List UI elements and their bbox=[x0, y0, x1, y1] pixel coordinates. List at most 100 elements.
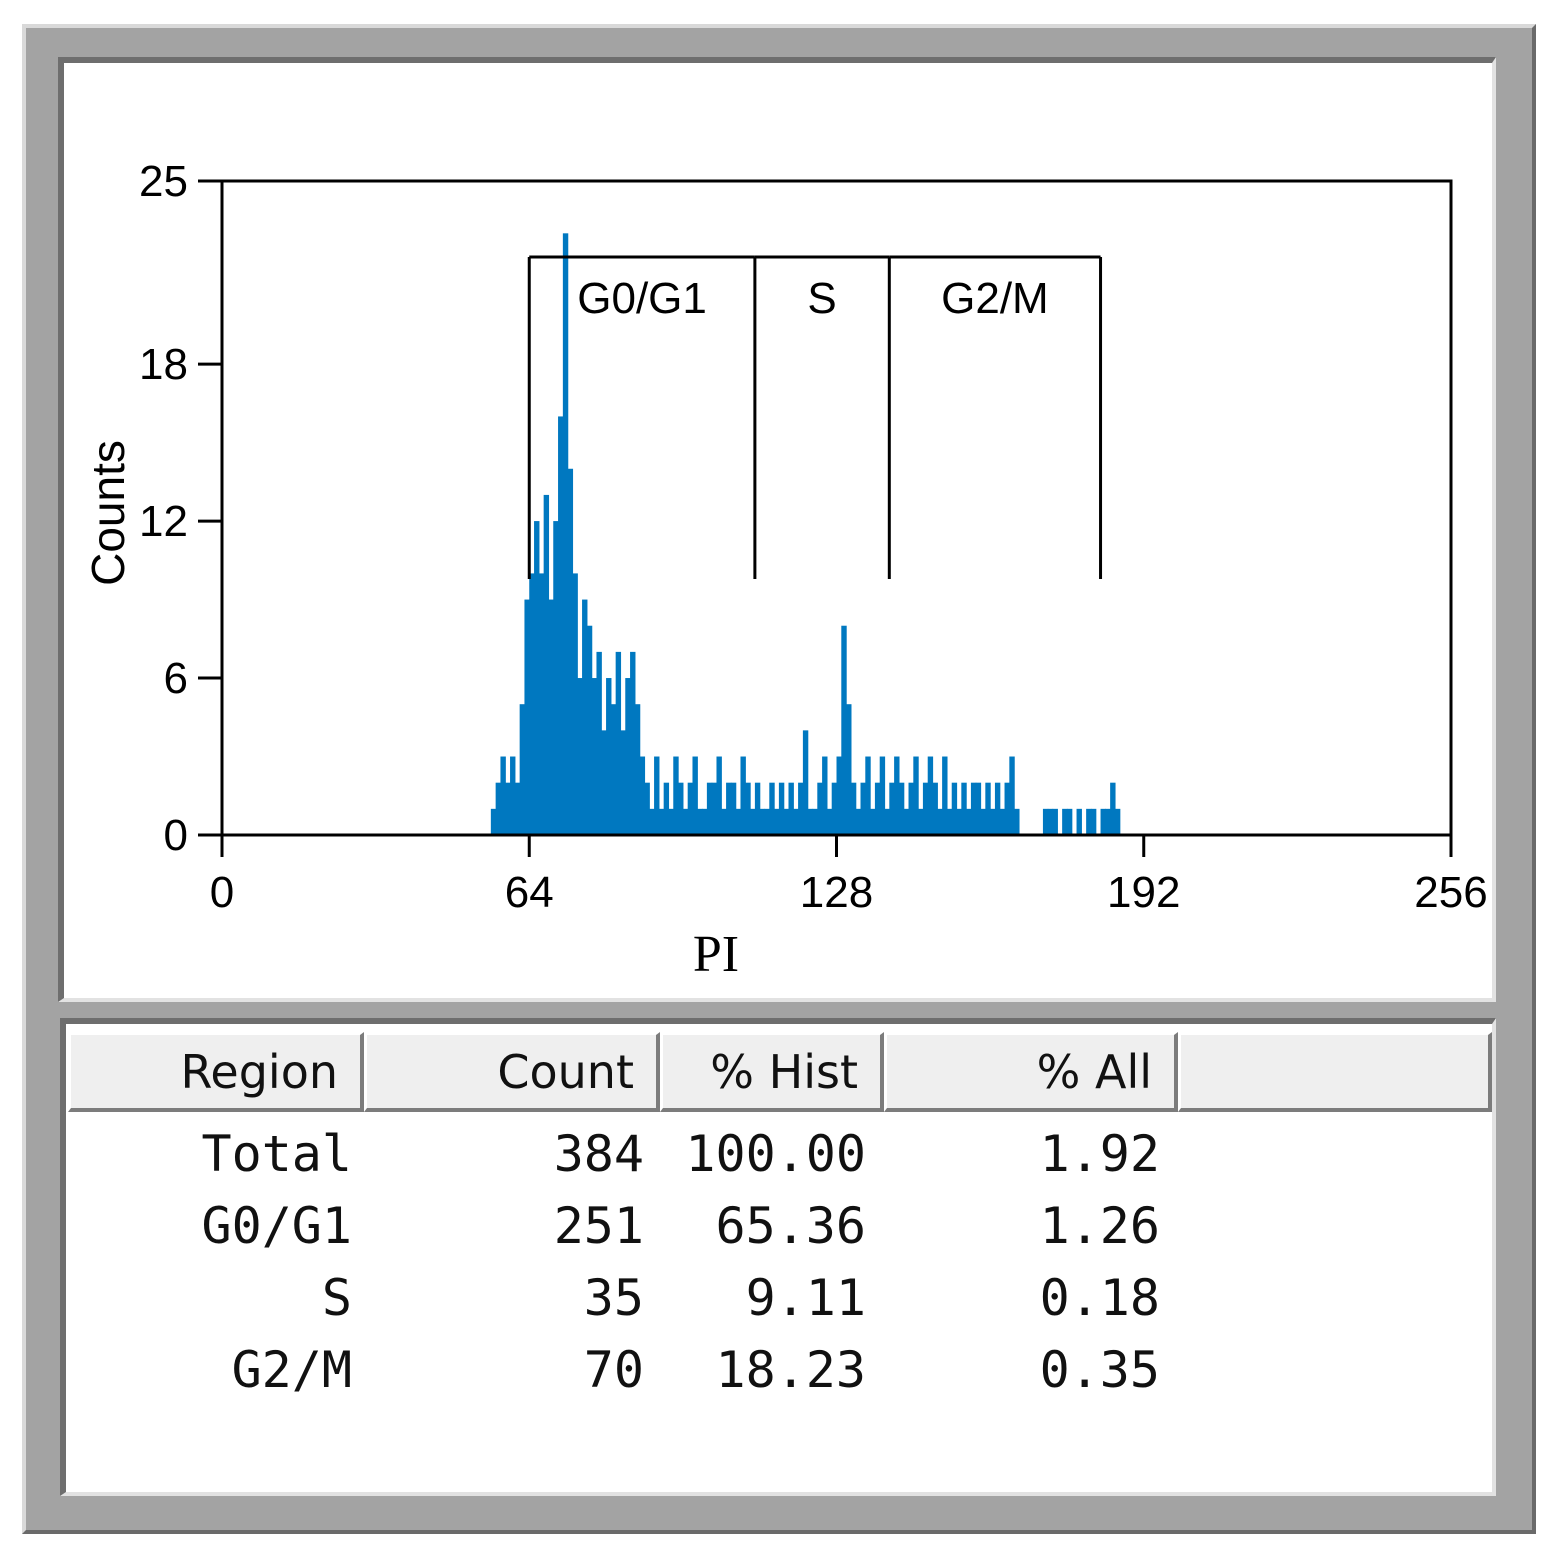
histogram-bar bbox=[735, 808, 742, 835]
x-axis-title: PI bbox=[693, 926, 739, 983]
count-cell: 70 bbox=[583, 1341, 644, 1399]
histogram-bar bbox=[678, 782, 684, 835]
histogram-bar bbox=[649, 808, 655, 835]
histogram-bar bbox=[1090, 808, 1097, 835]
histogram-bar bbox=[654, 756, 660, 835]
histogram-bar bbox=[879, 756, 886, 835]
histogram-bar bbox=[1062, 808, 1068, 835]
x-tick-label: 192 bbox=[1107, 868, 1180, 917]
histogram-bar bbox=[850, 782, 857, 835]
histogram-bar bbox=[874, 782, 881, 835]
histogram-bar bbox=[625, 678, 631, 835]
histogram-bar bbox=[495, 782, 502, 835]
y-tick-label: 25 bbox=[139, 157, 188, 206]
histogram-bar bbox=[697, 808, 703, 835]
histogram-bar bbox=[769, 782, 775, 835]
histogram-bar bbox=[884, 808, 890, 835]
histogram-bar bbox=[759, 808, 766, 835]
histogram-panel: G0/G1 S G2/M 0 64 128 192 256 0 6 12 18 25 PI Coun… bbox=[58, 57, 1496, 1002]
histogram-bar bbox=[754, 782, 761, 835]
histogram-bar bbox=[774, 808, 780, 835]
histogram-bar bbox=[606, 678, 612, 835]
histogram-bar bbox=[658, 808, 665, 835]
histogram-bar bbox=[908, 782, 914, 835]
histogram-bar bbox=[970, 782, 977, 835]
histogram-bar bbox=[870, 808, 876, 835]
histogram-bar bbox=[514, 782, 521, 835]
histogram-bar bbox=[822, 756, 828, 835]
histogram-bar bbox=[855, 808, 862, 835]
histogram-bar bbox=[793, 808, 799, 835]
x-axis-ticks: 0 64 128 192 256 bbox=[210, 835, 1488, 917]
histogram-bar bbox=[865, 756, 871, 835]
histogram-bar bbox=[543, 494, 550, 835]
histogram-bar bbox=[975, 782, 982, 835]
histogram-bar bbox=[610, 704, 617, 835]
histogram-bar bbox=[1009, 756, 1015, 835]
histogram-bar bbox=[615, 651, 622, 835]
y-axis-title: Counts bbox=[82, 440, 134, 586]
histogram-bar bbox=[802, 730, 809, 835]
column-header-pct-hist[interactable]: % Hist bbox=[660, 1032, 884, 1112]
histogram-bar bbox=[1086, 808, 1092, 835]
pct-hist-cell: 18.23 bbox=[715, 1341, 866, 1399]
histogram-bar bbox=[577, 678, 583, 835]
histogram-bar bbox=[510, 756, 516, 835]
histogram-bar bbox=[946, 808, 953, 835]
histogram-bar bbox=[582, 599, 588, 835]
histogram-bar bbox=[889, 782, 895, 835]
histogram-bar bbox=[630, 651, 636, 835]
histogram-bar bbox=[831, 782, 838, 835]
histogram-bar bbox=[500, 756, 506, 835]
histogram-bar bbox=[1076, 808, 1082, 835]
histogram-bar bbox=[932, 782, 938, 835]
pct-hist-cell: 9.11 bbox=[745, 1269, 866, 1327]
histogram-bar bbox=[668, 808, 674, 835]
x-tick-label: 256 bbox=[1414, 868, 1487, 917]
histogram-bar bbox=[980, 808, 986, 835]
histogram-bar bbox=[985, 782, 991, 835]
histogram-bar bbox=[716, 756, 722, 835]
histogram-bar bbox=[558, 416, 564, 835]
histogram-bar bbox=[1100, 808, 1106, 835]
histogram-bar bbox=[994, 782, 1001, 835]
histogram-bar bbox=[673, 756, 679, 835]
histogram-bar bbox=[687, 782, 694, 835]
histogram-bar bbox=[961, 782, 967, 835]
column-header-empty bbox=[1178, 1032, 1492, 1112]
region-cell: Total bbox=[201, 1125, 352, 1183]
x-tick-label: 64 bbox=[505, 868, 554, 917]
histogram-bar bbox=[966, 808, 972, 835]
histogram-bar bbox=[918, 808, 924, 835]
histogram-bar bbox=[1052, 808, 1058, 835]
histogram-bar bbox=[999, 808, 1006, 835]
y-tick-label: 12 bbox=[139, 497, 188, 546]
column-header-count[interactable]: Count bbox=[364, 1032, 660, 1112]
histogram-bar bbox=[951, 782, 958, 835]
histogram-bar bbox=[1004, 782, 1010, 835]
histogram-bar bbox=[860, 782, 866, 835]
histogram-bar bbox=[740, 756, 746, 835]
histogram-bar bbox=[750, 808, 756, 835]
histogram-bar bbox=[898, 782, 905, 835]
pct-all-cell: 1.92 bbox=[1039, 1125, 1160, 1183]
histogram-bar bbox=[567, 468, 574, 835]
histogram-bar bbox=[894, 756, 900, 835]
histogram-bar bbox=[942, 756, 948, 835]
histogram-bar bbox=[817, 782, 823, 835]
column-header-region[interactable]: Region bbox=[68, 1032, 364, 1112]
histogram-bar bbox=[1014, 808, 1020, 835]
histogram-chart: G0/G1 S G2/M 0 64 128 192 256 0 6 12 18 25 PI Coun… bbox=[82, 157, 1488, 983]
histogram-bar bbox=[548, 599, 554, 835]
histogram-bar bbox=[524, 599, 530, 835]
column-header-pct-all[interactable]: % All bbox=[884, 1032, 1178, 1112]
histogram-bars bbox=[490, 233, 1121, 835]
histogram-bar bbox=[783, 808, 790, 835]
histogram-bar bbox=[490, 808, 497, 835]
pct-hist-cell: 65.36 bbox=[715, 1197, 866, 1255]
count-cell: 251 bbox=[553, 1197, 644, 1255]
histogram-bar bbox=[841, 625, 847, 835]
histogram-bar bbox=[572, 573, 578, 835]
histogram-bar bbox=[538, 573, 545, 835]
histogram-bar bbox=[1047, 808, 1054, 835]
